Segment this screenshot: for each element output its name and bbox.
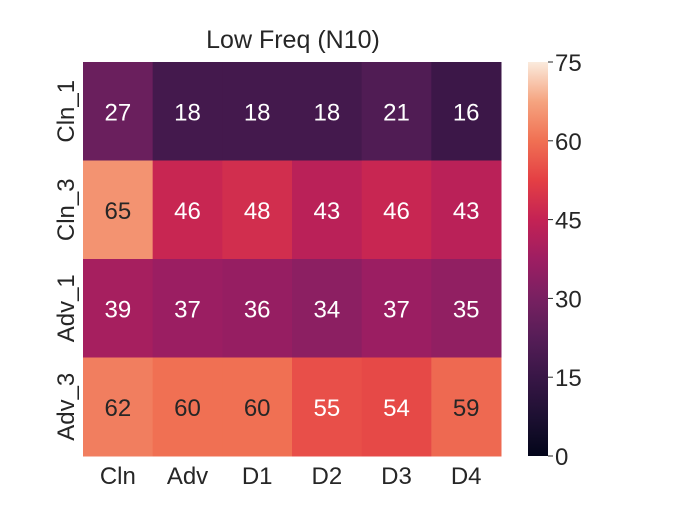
colorbar-tick-label: 60 — [555, 129, 582, 156]
y-tick-label: Cln_3 — [53, 178, 80, 241]
cell-value-label: 35 — [453, 296, 480, 323]
colorbar-tick-labels: 0 15 30 45 60 75 — [548, 50, 582, 471]
cell-value-label: 46 — [383, 198, 410, 225]
cell-value-label: 65 — [104, 198, 131, 225]
x-tick-label: Cln — [100, 463, 136, 490]
cell-value-label: 43 — [313, 198, 340, 225]
heatmap-cell — [292, 357, 363, 457]
heatmap-cell — [292, 160, 363, 260]
heatmap-cell — [431, 62, 502, 161]
x-tick-labels: Cln Adv D1 D2 D3 D4 — [100, 463, 482, 490]
cell-value-label: 60 — [244, 395, 271, 422]
heatmap-cell — [222, 160, 293, 260]
heatmap-cell — [431, 357, 502, 457]
x-tick-label: Adv — [167, 463, 208, 490]
heatmap-cell — [292, 259, 363, 358]
heatmap-cell — [152, 160, 223, 260]
x-tick-label: D2 — [311, 463, 342, 490]
x-tick-label: D3 — [381, 463, 412, 490]
heatmap-cell — [83, 160, 154, 260]
cell-value-label: 21 — [383, 99, 410, 126]
cell-value-label: 37 — [174, 296, 201, 323]
y-tick-label: Adv_3 — [53, 373, 80, 441]
y-tick-labels: Cln_1 Cln_3 Adv_1 Adv_3 — [53, 80, 80, 441]
cell-value-label: 16 — [453, 99, 480, 126]
heatmap-cell — [83, 259, 154, 358]
cell-value-label: 59 — [453, 395, 480, 422]
cell-value-label: 27 — [104, 99, 131, 126]
y-tick-label: Cln_1 — [53, 80, 80, 143]
heatmap-cell — [222, 62, 293, 161]
colorbar-tick-label: 75 — [555, 50, 582, 77]
cell-value-label: 46 — [174, 198, 201, 225]
heatmap-cell — [222, 357, 293, 457]
x-tick-label: D4 — [451, 463, 482, 490]
heatmap-cell — [431, 160, 502, 260]
cell-value-label: 55 — [313, 395, 340, 422]
heatmap-cell — [152, 259, 223, 358]
cell-value-label: 60 — [174, 395, 201, 422]
cell-value-label: 48 — [244, 198, 271, 225]
cell-value-label: 18 — [313, 99, 340, 126]
heatmap-cell — [222, 259, 293, 358]
cell-value-label: 39 — [104, 296, 131, 323]
cell-value-label: 54 — [383, 395, 410, 422]
heatmap-cell — [152, 357, 223, 457]
cell-value-label: 18 — [174, 99, 201, 126]
colorbar-tick-label: 45 — [555, 208, 582, 235]
heatmap-cell — [83, 62, 154, 161]
x-tick-label: D1 — [242, 463, 273, 490]
cell-value-label: 62 — [104, 395, 131, 422]
heatmap-cell — [361, 160, 432, 260]
colorbar-tick-label: 0 — [555, 444, 568, 471]
heatmap-cells: 27 18 18 18 21 16 65 46 48 43 46 43 39 37 36 34 37 35 62 60… — [83, 62, 502, 457]
heatmap-cell — [292, 62, 363, 161]
colorbar — [528, 62, 548, 456]
cell-value-label: 43 — [453, 198, 480, 225]
cell-value-label: 34 — [313, 296, 340, 323]
colorbar-tick-label: 15 — [555, 365, 582, 392]
cell-value-label: 37 — [383, 296, 410, 323]
heatmap-cell — [152, 62, 223, 161]
chart-title: Low Freq (N10) — [206, 26, 380, 54]
colorbar-tick-label: 30 — [555, 286, 582, 313]
heatmap-cell — [361, 357, 432, 457]
cell-value-label: 36 — [244, 296, 271, 323]
heatmap-cell — [431, 259, 502, 358]
heatmap-cell — [361, 62, 432, 161]
heatmap-cell — [361, 259, 432, 358]
cell-value-label: 18 — [244, 99, 271, 126]
y-tick-label: Adv_1 — [53, 274, 80, 342]
heatmap-cell — [83, 357, 154, 457]
